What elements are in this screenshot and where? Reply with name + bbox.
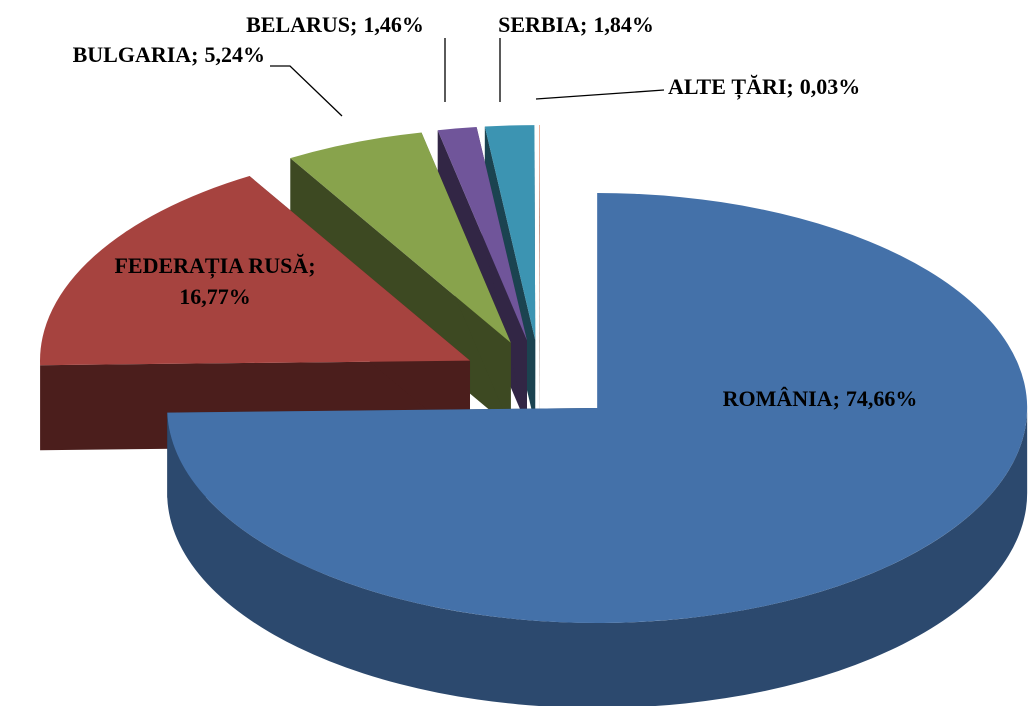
slice-top (167, 192, 1028, 623)
slice (539, 125, 540, 426)
slice-top (437, 127, 527, 341)
slices (40, 125, 1028, 706)
label-value: 1,46% (363, 12, 424, 37)
label-separator: ; (191, 42, 198, 67)
label-category: SERBIA (498, 12, 580, 37)
data-label: ALTE ȚĂRI; 0,03% (668, 74, 860, 100)
label-separator: ; (308, 253, 315, 278)
slice-top (40, 176, 471, 366)
slice-top (484, 125, 536, 341)
label-separator: ; (580, 12, 587, 37)
data-label: FEDERAȚIA RUSĂ; 16,77% (114, 253, 315, 309)
slice-side (539, 125, 540, 426)
label-separator: ; (786, 74, 793, 99)
slice (167, 192, 1028, 706)
label-category: BELARUS (246, 12, 350, 37)
leader-line (535, 89, 665, 100)
slice-wall (167, 407, 1028, 706)
label-value: 16,77% (179, 284, 251, 309)
label-value: 0,03% (800, 74, 861, 99)
label-value: 1,84% (593, 12, 654, 37)
data-label: SERBIA; 1,84% (498, 12, 654, 37)
data-label: BELARUS; 1,46% (246, 12, 424, 37)
data-label: BULGARIA; 5,24% (73, 42, 265, 67)
label-value: 74,66% (846, 386, 918, 411)
label-category: ALTE ȚĂRI (668, 74, 786, 100)
label-category: ROMÂNIA (723, 386, 833, 411)
label-value: 5,24% (205, 42, 266, 67)
leader-line (270, 65, 343, 117)
label-separator: ; (833, 386, 840, 411)
labels: ROMÂNIA; 74,66%FEDERAȚIA RUSĂ; 16,77%BULGA… (73, 12, 918, 411)
label-separator: ; (350, 12, 357, 37)
label-category: FEDERAȚIA RUSĂ (114, 253, 308, 279)
label-category: BULGARIA (73, 42, 192, 67)
data-label: ROMÂNIA; 74,66% (723, 386, 918, 411)
slice-top (290, 132, 511, 343)
slice-top (539, 125, 540, 341)
